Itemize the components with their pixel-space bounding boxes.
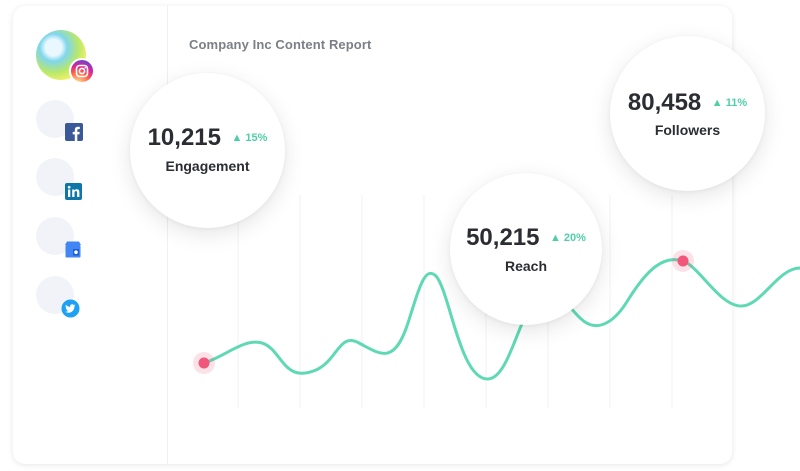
- network-sidebar: [13, 6, 168, 464]
- followers-stat-card[interactable]: 80,458 ▲ 11% Followers: [610, 36, 765, 191]
- followers-value: 80,458: [627, 89, 702, 116]
- engagement-stat-card[interactable]: 10,215 ▲ 15% Engagement: [130, 73, 285, 228]
- trend-up-icon: ▲: [711, 97, 723, 109]
- reach-stat-card[interactable]: 50,215 ▲ 20% Reach: [450, 173, 602, 325]
- reach-change: ▲ 20%: [549, 232, 586, 244]
- instagram-icon: [69, 58, 95, 84]
- facebook-icon: [65, 123, 83, 141]
- reach-label: Reach: [504, 258, 548, 274]
- trend-up-icon: ▲: [231, 132, 243, 144]
- twitter-icon: [61, 299, 80, 318]
- engagement-value: 10,215: [147, 124, 221, 151]
- engagement-label: Engagement: [165, 158, 250, 174]
- followers-change: ▲ 11%: [711, 97, 748, 109]
- peak-point[interactable]: [677, 255, 689, 267]
- start-point[interactable]: [198, 357, 210, 369]
- reach-value: 50,215: [466, 224, 540, 251]
- followers-label: Followers: [654, 122, 721, 138]
- report-card: [13, 6, 732, 464]
- report-title: Company Inc Content Report: [189, 37, 372, 52]
- engagement-change: ▲ 15%: [231, 132, 268, 144]
- linkedin-icon: [65, 183, 82, 200]
- trend-up-icon: ▲: [549, 232, 561, 244]
- google-my-business-icon: [65, 241, 81, 258]
